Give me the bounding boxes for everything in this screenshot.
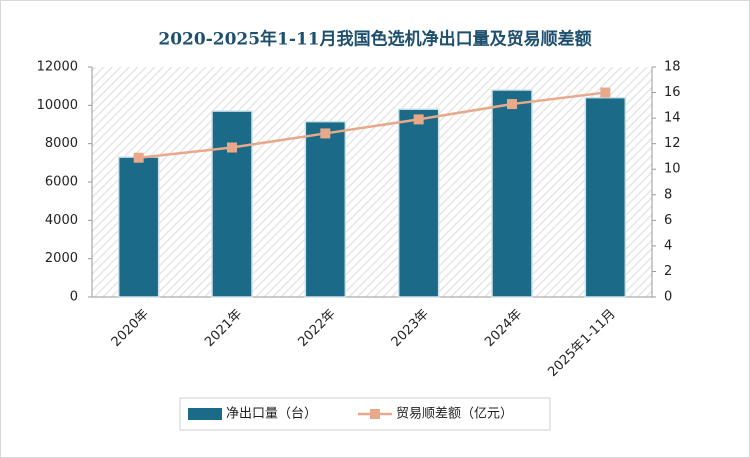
y2-tick-label: 0 bbox=[664, 290, 672, 305]
line bbox=[138, 91, 606, 159]
plot-area bbox=[92, 67, 652, 297]
y2-tick-label: 10 bbox=[664, 162, 681, 177]
y-tick-label: 12000 bbox=[37, 60, 78, 75]
y-tick-label: 4000 bbox=[45, 213, 78, 228]
legend-swatch bbox=[188, 408, 222, 420]
bar bbox=[211, 110, 253, 298]
bar bbox=[304, 120, 347, 298]
bar bbox=[491, 89, 533, 298]
y2-tick-label: 12 bbox=[664, 136, 681, 151]
y2-tick-label: 2 bbox=[664, 264, 672, 279]
line-marker bbox=[133, 152, 144, 163]
y2-tick-label: 8 bbox=[664, 187, 672, 202]
line-marker bbox=[600, 87, 611, 98]
y2-tick-label: 4 bbox=[664, 238, 672, 253]
bar bbox=[397, 108, 440, 298]
line-marker bbox=[227, 142, 237, 153]
y-tick-label: 2000 bbox=[45, 251, 78, 266]
bar bbox=[117, 156, 160, 298]
bar bbox=[584, 96, 627, 298]
y-tick-label: 0 bbox=[70, 290, 78, 305]
y2-tick-label: 18 bbox=[664, 60, 681, 75]
legend-marker bbox=[370, 409, 380, 419]
y-tick-label: 8000 bbox=[45, 136, 78, 151]
line-marker bbox=[320, 128, 331, 139]
y2-tick-label: 16 bbox=[664, 85, 681, 100]
chart-title: 2020-2025年1-11月我国色选机净出口量及贸易顺差额 bbox=[158, 29, 591, 50]
y-tick-label: 6000 bbox=[45, 175, 78, 190]
legend-label: 贸易顺差额（亿元） bbox=[396, 407, 513, 422]
line-marker bbox=[413, 114, 424, 125]
line-marker bbox=[507, 99, 517, 110]
y-tick-label: 10000 bbox=[37, 98, 78, 113]
y2-tick-label: 6 bbox=[664, 213, 672, 228]
legend-label: 净出口量（台） bbox=[226, 407, 317, 422]
y2-tick-label: 14 bbox=[664, 111, 681, 126]
